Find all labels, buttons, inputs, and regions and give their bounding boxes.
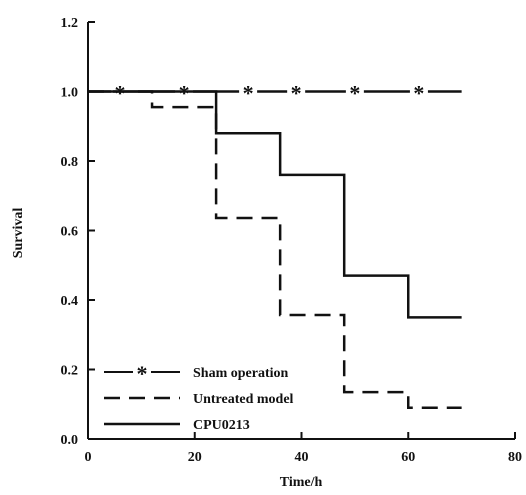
y-tick-label: 1.0 [61,86,79,101]
x-axis-title: Time/h [280,475,323,490]
sham-operation-star-marker: * [413,81,424,106]
untreated-model-line [88,90,462,409]
y-tick-label: 0.4 [61,294,79,309]
y-tick-label: 0.0 [61,433,79,448]
legend: * Sham operation Untreated model CPU0213 [104,361,294,433]
y-tick-label: 0.8 [61,155,79,170]
legend-label-cpu0213: CPU0213 [193,418,250,433]
x-tick-label: 20 [188,450,202,465]
y-axis-title: Survival [11,208,26,259]
legend-label-sham-operation: Sham operation [193,366,289,381]
series-lines: * * * * * * [88,81,462,409]
sham-operation-star-marker: * [291,81,302,106]
y-tick-label: 0.2 [61,364,79,379]
legend-star-marker: * [137,361,148,386]
legend-label-untreated-model: Untreated model [193,392,294,407]
sham-operation-star-marker: * [115,81,126,106]
sham-operation-star-marker: * [349,81,360,106]
x-tick-label: 60 [401,450,415,465]
tick-marks: 0.0 0.2 0.4 0.6 0.8 1.0 1.2 0 20 40 60 80 [61,16,523,465]
y-tick-label: 0.6 [61,225,79,240]
y-tick-label: 1.2 [61,16,79,31]
sham-operation-star-marker: * [179,81,190,106]
x-tick-label: 0 [85,450,92,465]
sham-operation-star-marker: * [243,81,254,106]
x-tick-label: 40 [295,450,309,465]
cpu0213-line [88,90,462,319]
x-tick-label: 80 [508,450,522,465]
